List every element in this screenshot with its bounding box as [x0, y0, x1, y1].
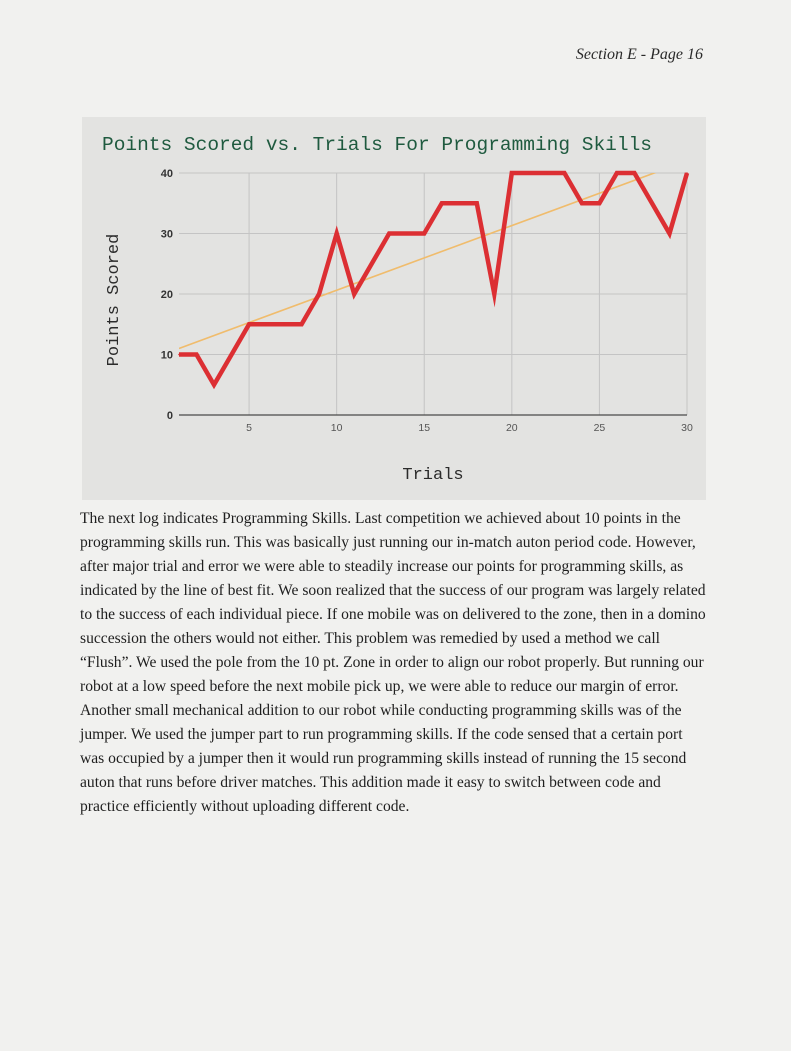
- y-tick-label: 20: [161, 289, 173, 301]
- x-axis-label: Trials: [402, 466, 463, 485]
- trendline: [179, 173, 657, 350]
- trendline-layer: [179, 173, 657, 350]
- data-point: [633, 172, 636, 174]
- data-point: [388, 232, 391, 235]
- body-paragraph: The next log indicates Programming Skill…: [80, 510, 706, 815]
- data-point: [213, 383, 215, 386]
- data-point: [335, 232, 338, 235]
- data-point: [300, 323, 303, 326]
- data-point: [563, 172, 566, 174]
- data-point: [511, 172, 513, 174]
- page-header: Section E - Page 16: [575, 46, 703, 63]
- data-point: [248, 323, 250, 326]
- data-point: [423, 232, 426, 235]
- x-tick-label: 20: [506, 422, 518, 434]
- data-point: [546, 172, 548, 174]
- data-point: [686, 172, 688, 174]
- data-point: [493, 293, 496, 295]
- x-tick-label: 25: [594, 422, 606, 434]
- data-point: [651, 202, 653, 205]
- x-tick-label: 5: [246, 422, 252, 434]
- data-point: [458, 202, 461, 205]
- data-point: [598, 202, 601, 205]
- y-tick-label: 0: [167, 410, 173, 422]
- data-point: [353, 293, 355, 295]
- chart-svg: 0 10 20 30 40 5 10 15 20 25 30 Points Scored vs. T…: [102, 134, 693, 485]
- series-layer: [178, 170, 690, 390]
- data-point: [405, 232, 408, 235]
- axis-layer: 0 10 20 30 40 5 10 15 20 25 30: [161, 168, 693, 434]
- data-point: [318, 293, 320, 295]
- y-tick-label: 40: [161, 168, 173, 180]
- data-point: [283, 323, 285, 326]
- data-point: [581, 202, 583, 205]
- data-point: [475, 202, 478, 205]
- data-point: [230, 353, 233, 356]
- series-line: [179, 170, 690, 390]
- data-point: [178, 353, 180, 356]
- data-point: [668, 232, 671, 235]
- x-tick-label: 30: [681, 422, 693, 434]
- data-point: [195, 353, 198, 356]
- x-tick-label: 15: [418, 422, 430, 434]
- data-point: [265, 323, 268, 326]
- chart-title: Points Scored vs. Trials For Programming…: [102, 134, 652, 156]
- chart-panel: 0 10 20 30 40 5 10 15 20 25 30 Points Scored vs. T…: [82, 117, 706, 500]
- y-tick-label: 30: [161, 229, 173, 241]
- chart-grid: [179, 172, 688, 415]
- data-point: [528, 172, 531, 174]
- x-tick-label: 10: [331, 422, 343, 434]
- data-point: [616, 172, 618, 174]
- y-axis-label: Points Scored: [105, 234, 124, 367]
- y-tick-label: 10: [161, 350, 173, 362]
- data-point: [440, 202, 443, 205]
- data-point: [370, 262, 373, 265]
